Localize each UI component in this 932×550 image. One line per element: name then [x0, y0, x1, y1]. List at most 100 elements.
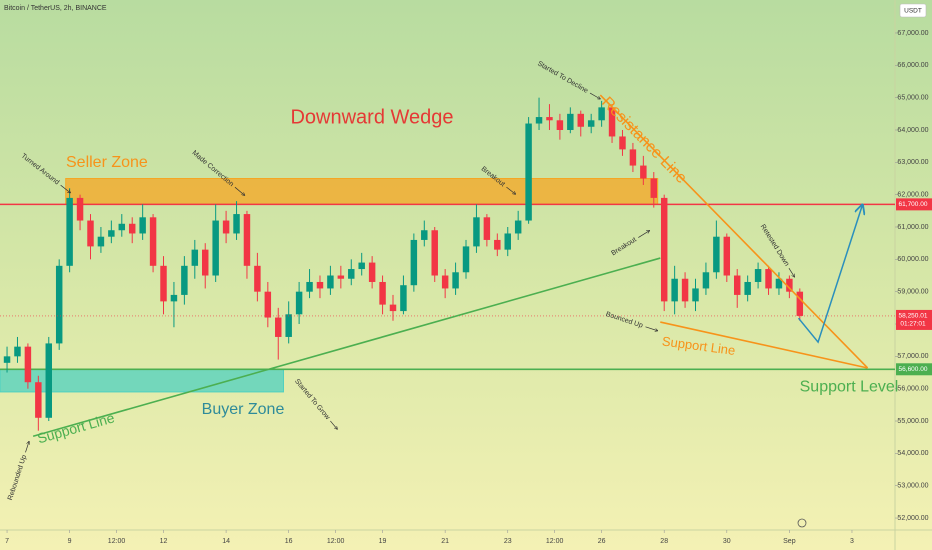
candle-body: [316, 281, 324, 289]
candle-body: [14, 346, 21, 357]
candle-body: [754, 269, 762, 282]
level-tag-label: 56,600.00: [899, 366, 928, 373]
candle-body: [275, 317, 282, 337]
candle-body: [139, 217, 146, 234]
candle-body: [421, 230, 428, 240]
y-tick-label: 55,000.00: [897, 418, 928, 425]
x-tick-label: 3: [850, 538, 854, 545]
candle-body: [525, 123, 532, 221]
candle-body: [108, 230, 115, 237]
y-tick-label: 65,000.00: [897, 95, 928, 102]
candle-body: [598, 107, 605, 121]
candle-body: [441, 275, 449, 289]
candle-body: [202, 249, 209, 276]
replay-icon: [797, 518, 807, 528]
candle-body: [348, 269, 355, 279]
y-tick-label: 52,000.00: [897, 515, 928, 522]
candle-body: [389, 304, 397, 312]
candle-body: [66, 197, 73, 266]
candle-body: [733, 275, 741, 295]
note-arrow: [506, 186, 515, 194]
candle-body: [45, 343, 52, 418]
x-tick-label: Sep: [783, 538, 796, 545]
candle-body: [400, 285, 407, 312]
candle-body: [118, 223, 126, 231]
x-tick-label: 12: [160, 538, 168, 545]
candle-body: [681, 278, 689, 302]
note-arrow: [60, 184, 71, 193]
y-tick-label: 59,000.00: [897, 289, 928, 296]
candle-body: [191, 249, 199, 266]
level-name: Support Level: [800, 379, 899, 396]
currency-box[interactable]: [899, 3, 927, 18]
x-tick-label: 12:00: [108, 538, 126, 545]
candle-body: [452, 272, 459, 289]
symbol: Bitcoin / TetherUS, 2h, BINANCE: [4, 5, 107, 12]
candle-body: [76, 197, 84, 221]
candle-body: [87, 220, 94, 247]
candle-body: [212, 220, 219, 276]
last-price-tag: [896, 309, 932, 330]
candle-body: [379, 281, 386, 305]
candle-body: [243, 214, 251, 266]
candle-body: [692, 288, 699, 302]
candle-body: [233, 214, 240, 234]
candle-body: [410, 239, 418, 286]
candle-body: [264, 291, 272, 318]
x-tick-label: 9: [68, 538, 72, 545]
candle-body: [744, 281, 751, 295]
candle-body: [640, 165, 647, 179]
x-tick-label: 12:00: [546, 538, 564, 545]
note-arrow: [234, 186, 245, 195]
candle-body: [556, 120, 564, 130]
candle-body: [97, 236, 105, 247]
x-tick-label: 21: [441, 538, 449, 545]
level-tag: [896, 363, 932, 376]
zone: [0, 368, 284, 393]
candle-body: [713, 236, 720, 273]
candle-body: [358, 262, 365, 270]
candle-body: [473, 217, 480, 247]
candle-body: [796, 291, 804, 316]
y-tick-label: 66,000.00: [897, 62, 928, 69]
zone: [65, 177, 659, 205]
currency[interactable]: USDT: [904, 8, 922, 15]
y-tick-label: 60,000.00: [897, 256, 928, 263]
candle-body: [306, 281, 313, 292]
y-tick-label: 63,000.00: [897, 159, 928, 166]
candle-body: [629, 149, 637, 166]
x-tick-label: 12:00: [327, 538, 345, 545]
candle-body: [535, 117, 543, 124]
projection: [797, 205, 863, 344]
candle-body: [671, 278, 678, 302]
y-tick-label: 56,000.00: [897, 386, 928, 393]
candle-body: [368, 262, 376, 282]
level-tag: [896, 198, 932, 211]
candle-body: [483, 217, 491, 240]
candle-body: [295, 291, 303, 315]
candle-body: [608, 107, 616, 137]
x-tick-label: 19: [379, 538, 387, 545]
x-tick-label: 30: [723, 538, 731, 545]
x-tick-label: 14: [222, 538, 230, 545]
candle-body: [181, 265, 188, 295]
candle-body: [254, 265, 261, 292]
y-tick-label: 67,000.00: [897, 30, 928, 37]
candle-body: [567, 113, 574, 130]
candle-body: [462, 246, 470, 273]
candle-body: [24, 346, 32, 383]
candle-body: [619, 136, 626, 150]
candle-body: [327, 275, 334, 289]
candle-body: [222, 220, 230, 234]
candle-body: [577, 113, 584, 127]
note-arrow: [638, 231, 649, 238]
trend-line: [660, 321, 868, 369]
y-tick-label: 62,000.00: [897, 192, 928, 199]
zone-label: Seller Zone: [66, 154, 148, 171]
candle-body: [3, 356, 11, 363]
candle-body: [35, 382, 42, 418]
note-arrow: [589, 92, 600, 99]
trend-line: [599, 94, 869, 369]
y-tick-label: 64,000.00: [897, 127, 928, 134]
